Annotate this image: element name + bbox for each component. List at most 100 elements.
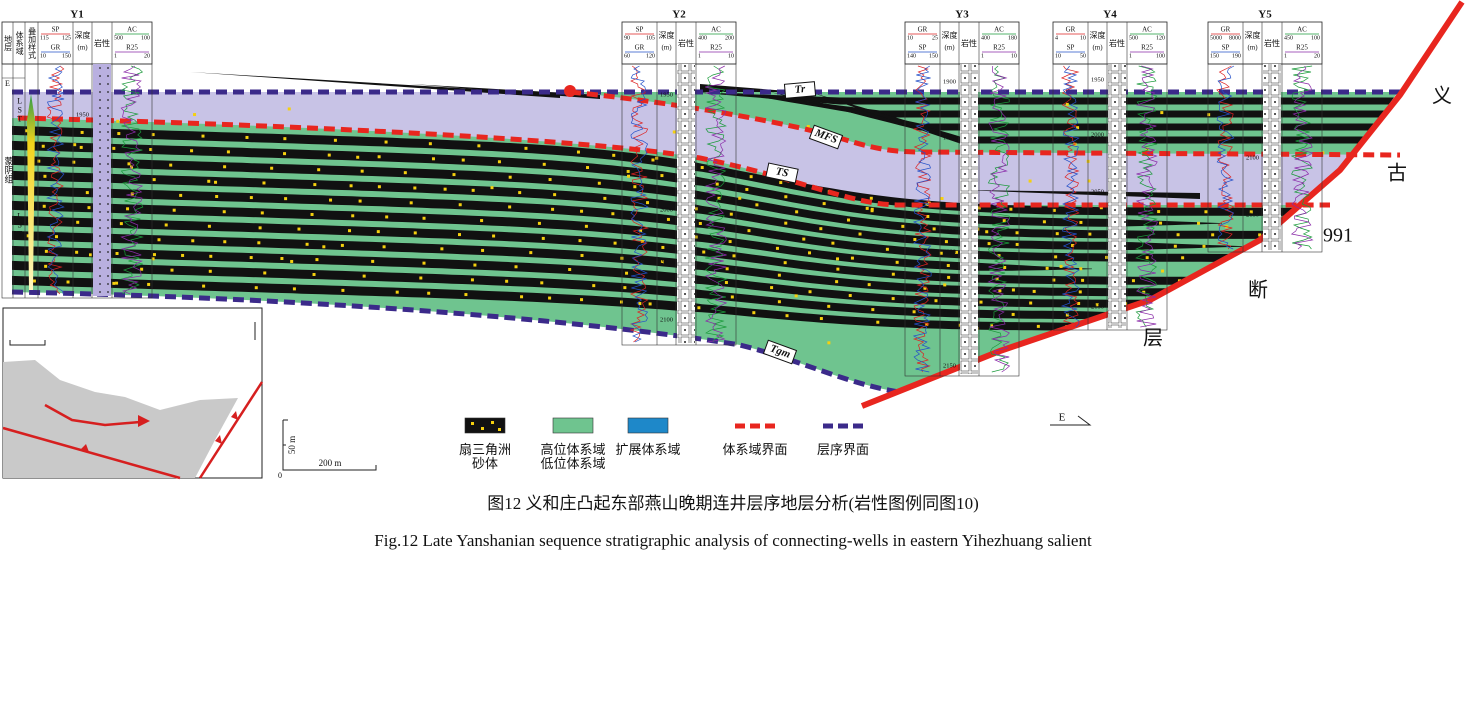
systems-tract-label: LST <box>15 97 24 124</box>
well-body <box>1 63 153 299</box>
sand-dot <box>1105 255 1109 259</box>
sand-dot <box>458 233 462 237</box>
sand-dot <box>42 204 46 208</box>
sand-dot <box>827 341 831 345</box>
sand-dot <box>1176 233 1180 237</box>
sand-body <box>810 92 1398 144</box>
log-curve <box>120 65 144 295</box>
sand-dot <box>473 263 477 267</box>
depth-label: 2050 <box>660 258 673 265</box>
log-curve <box>1135 65 1158 328</box>
map-arrow <box>138 415 150 427</box>
sand-dot <box>627 174 631 178</box>
expanding-tract <box>12 92 1398 205</box>
curve-name: GR <box>1066 26 1076 34</box>
sand-dot <box>1204 210 1208 214</box>
sand-dot <box>152 178 156 182</box>
sand-dot <box>461 158 465 162</box>
sand-dot <box>865 206 869 210</box>
sand-dot <box>1173 302 1177 306</box>
sand-dot <box>1002 219 1006 223</box>
log-curve <box>1290 65 1314 250</box>
sand-dot <box>939 251 943 255</box>
sand-dot <box>745 187 749 191</box>
sand-dot <box>529 251 533 255</box>
sand-dot <box>940 197 944 201</box>
sand-dot <box>223 165 227 169</box>
sand-dot <box>1178 290 1182 294</box>
legend-label: 体系域界面 <box>722 442 787 457</box>
tract-boundary <box>17 115 1330 208</box>
sand-dot <box>947 275 951 279</box>
cross-section <box>11 0 1465 409</box>
curve-max: 20 <box>1314 53 1320 59</box>
scale-origin: 0 <box>278 471 282 480</box>
well-name: Y4 <box>1103 9 1117 21</box>
sand-dot <box>327 153 331 157</box>
sand-body <box>12 125 1398 216</box>
sand-dot <box>730 295 734 299</box>
legend-label: 层序界面 <box>817 442 869 457</box>
sand-dot <box>1285 256 1289 260</box>
sand-dot <box>715 182 719 186</box>
sand-dot <box>340 243 344 247</box>
sand-dot <box>661 245 665 249</box>
depth-label: 2000 <box>660 206 673 213</box>
sand-dot <box>1036 324 1040 328</box>
sand-dot <box>1032 289 1036 293</box>
sand-dot <box>305 242 309 246</box>
sand-dot <box>384 140 388 144</box>
sand-dot <box>1252 317 1256 321</box>
sand-dot <box>1142 290 1146 294</box>
sand-dot <box>540 281 544 285</box>
fault-label: 古 <box>1387 162 1407 185</box>
sand-dot <box>471 188 475 192</box>
sand-dot <box>785 314 789 318</box>
sand-dot <box>542 162 546 166</box>
sand-dot <box>422 261 426 265</box>
sand-dot <box>639 229 643 233</box>
sand-dot <box>660 260 664 264</box>
stacking-pattern <box>27 94 35 290</box>
legend-label: 砂体 <box>472 456 498 471</box>
log-curve <box>1216 65 1235 250</box>
log-curve <box>1135 65 1159 328</box>
sand-body <box>12 230 1292 297</box>
log-curve <box>46 65 65 295</box>
legend-label: 低位体系域 <box>540 456 605 471</box>
sand-dot <box>728 240 732 244</box>
sand-dot <box>193 113 197 117</box>
map-section-line <box>44 403 141 427</box>
lithology-header: 岩性 <box>1264 38 1280 48</box>
sand-dot <box>191 239 195 243</box>
sand-dot <box>260 211 264 215</box>
curve-max: 200 <box>725 35 734 41</box>
curve-name: GR <box>918 26 928 34</box>
sand-dot <box>586 166 590 170</box>
sand-dot <box>611 212 615 216</box>
sand-dot <box>245 135 249 139</box>
sand-dot <box>1015 231 1019 235</box>
caption-en: Fig.12 Late Yanshanian sequence stratigr… <box>374 531 1092 550</box>
sand-dot <box>891 297 895 301</box>
sand-wedge <box>960 190 1200 199</box>
curve-min: 10 <box>40 53 46 59</box>
sand-dot <box>1311 279 1315 283</box>
sand-body <box>12 245 1398 308</box>
sand-dot <box>1081 278 1085 282</box>
log-curve <box>629 65 649 343</box>
curve-min: 1 <box>1129 53 1132 59</box>
sand-dot <box>580 209 584 213</box>
sand-dot <box>580 253 584 257</box>
sand-dot <box>779 181 783 185</box>
sand-dot <box>508 205 512 209</box>
log-curve <box>1290 65 1313 250</box>
sand-dot <box>954 250 958 254</box>
sand-dot <box>172 208 176 212</box>
sand-dot <box>613 241 617 245</box>
sand-dot <box>717 196 721 200</box>
sand-dot <box>358 199 362 203</box>
lithology-header: 岩性 <box>961 38 977 48</box>
sand-dot <box>72 160 76 164</box>
sand-dot <box>548 296 552 300</box>
